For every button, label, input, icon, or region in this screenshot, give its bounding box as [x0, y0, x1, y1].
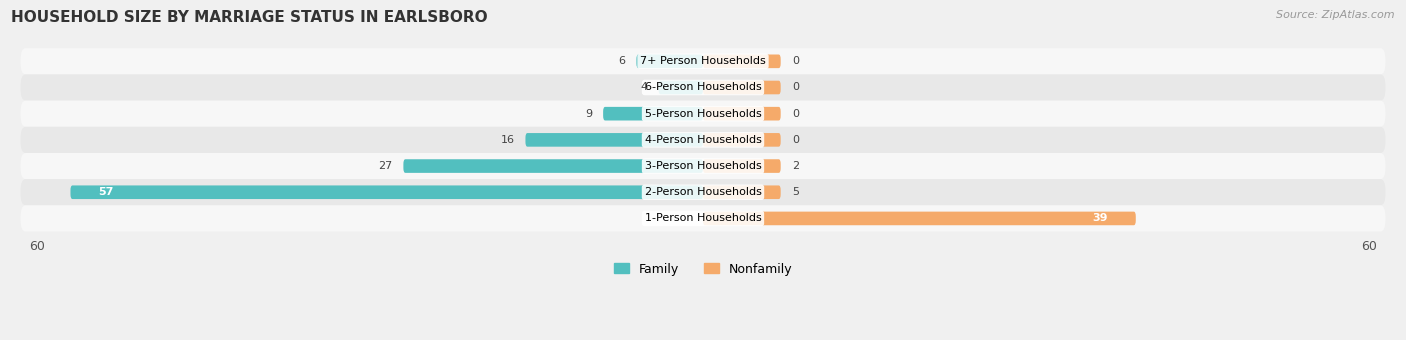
FancyBboxPatch shape: [70, 185, 703, 199]
Text: 3-Person Households: 3-Person Households: [644, 161, 762, 171]
FancyBboxPatch shape: [703, 211, 1136, 225]
FancyBboxPatch shape: [703, 54, 780, 68]
Legend: Family, Nonfamily: Family, Nonfamily: [609, 258, 797, 281]
FancyBboxPatch shape: [21, 48, 1385, 74]
FancyBboxPatch shape: [21, 101, 1385, 127]
FancyBboxPatch shape: [658, 81, 703, 94]
Text: 4: 4: [640, 83, 648, 92]
FancyBboxPatch shape: [21, 127, 1385, 153]
Text: 0: 0: [792, 56, 799, 66]
FancyBboxPatch shape: [703, 107, 780, 120]
Text: 16: 16: [501, 135, 515, 145]
FancyBboxPatch shape: [703, 81, 780, 94]
Text: Source: ZipAtlas.com: Source: ZipAtlas.com: [1277, 10, 1395, 20]
Text: 27: 27: [378, 161, 392, 171]
FancyBboxPatch shape: [21, 153, 1385, 179]
FancyBboxPatch shape: [603, 107, 703, 120]
FancyBboxPatch shape: [21, 74, 1385, 101]
Text: 2: 2: [792, 161, 799, 171]
FancyBboxPatch shape: [404, 159, 703, 173]
Text: 4-Person Households: 4-Person Households: [644, 135, 762, 145]
FancyBboxPatch shape: [703, 159, 780, 173]
FancyBboxPatch shape: [637, 54, 703, 68]
Text: 7+ Person Households: 7+ Person Households: [640, 56, 766, 66]
Text: 1-Person Households: 1-Person Households: [644, 214, 762, 223]
FancyBboxPatch shape: [703, 185, 780, 199]
Text: 5-Person Households: 5-Person Households: [644, 109, 762, 119]
Text: 5: 5: [792, 187, 799, 197]
Text: 6-Person Households: 6-Person Households: [644, 83, 762, 92]
Text: 0: 0: [792, 135, 799, 145]
Text: HOUSEHOLD SIZE BY MARRIAGE STATUS IN EARLSBORO: HOUSEHOLD SIZE BY MARRIAGE STATUS IN EAR…: [11, 10, 488, 25]
Text: 0: 0: [792, 83, 799, 92]
Text: 9: 9: [585, 109, 592, 119]
FancyBboxPatch shape: [21, 205, 1385, 232]
Text: 39: 39: [1092, 214, 1108, 223]
FancyBboxPatch shape: [703, 133, 780, 147]
Text: 2-Person Households: 2-Person Households: [644, 187, 762, 197]
Text: 57: 57: [98, 187, 114, 197]
FancyBboxPatch shape: [526, 133, 703, 147]
Text: 0: 0: [792, 109, 799, 119]
FancyBboxPatch shape: [21, 179, 1385, 205]
Text: 6: 6: [619, 56, 626, 66]
